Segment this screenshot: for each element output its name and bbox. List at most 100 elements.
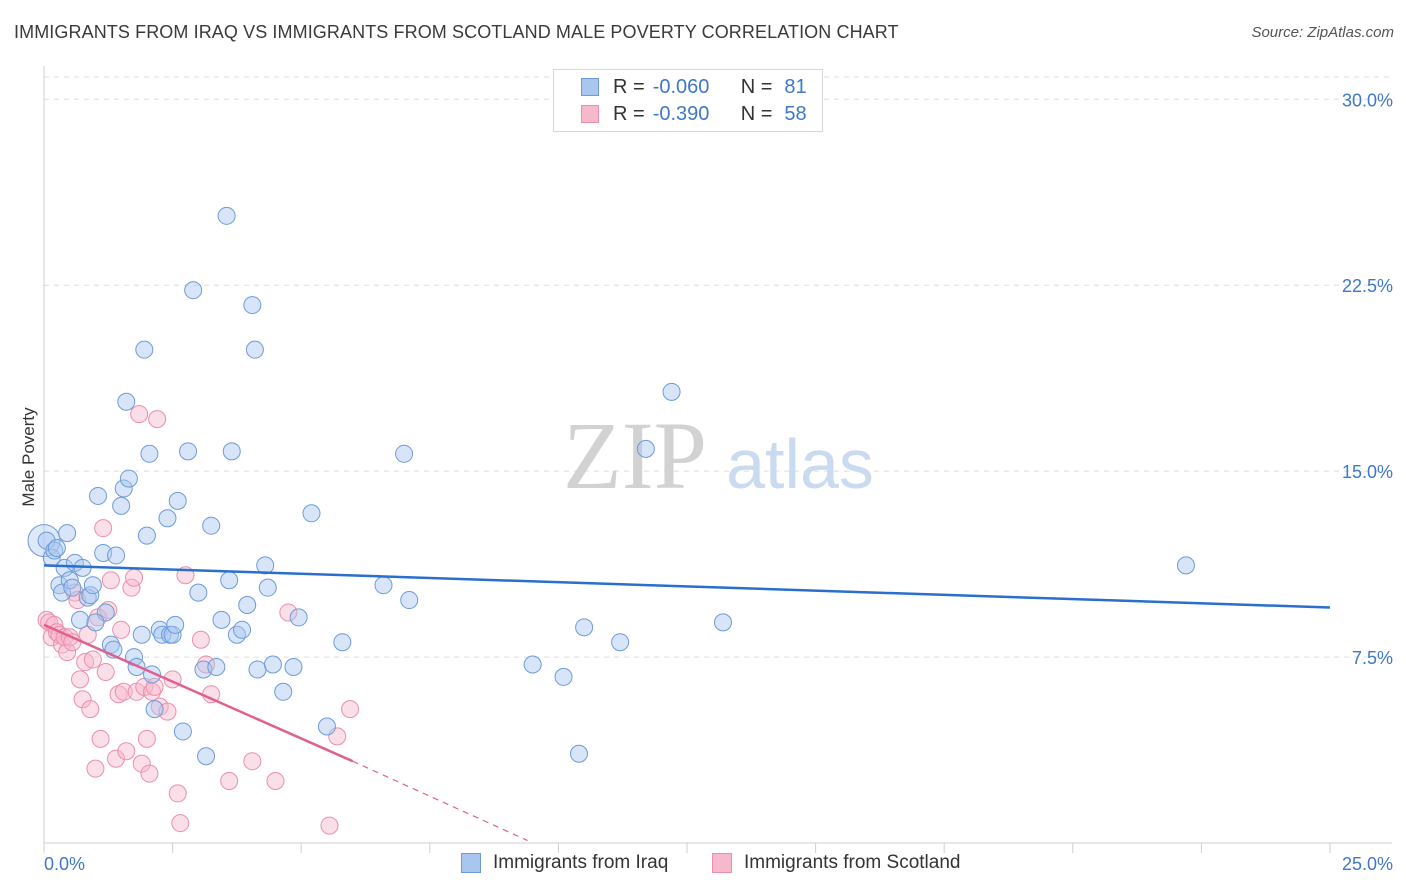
iraq-point <box>569 744 588 763</box>
iraq-points <box>27 206 1195 766</box>
scotland-point <box>197 655 216 674</box>
iraq-point <box>233 620 252 639</box>
iraq-point <box>132 625 151 644</box>
y-tick-label: 15.0% <box>1342 462 1393 482</box>
scotland-point <box>341 700 360 719</box>
iraq-point <box>554 667 573 686</box>
scotland-point <box>171 814 190 833</box>
legend-item-scotland[interactable]: Immigrants from Scotland <box>712 852 960 874</box>
watermark-atlas: atlas <box>726 425 874 503</box>
x-tick-label: 0.0% <box>44 854 85 874</box>
legend-row-iraq: R = -0.060 N = 81 <box>554 74 807 100</box>
iraq-point <box>58 524 77 543</box>
iraq-point <box>207 657 226 676</box>
iraq-legend-swatch <box>461 853 481 873</box>
iraq-point <box>302 504 321 523</box>
iraq-point <box>238 596 257 615</box>
iraq-point <box>227 625 246 644</box>
trend-lines <box>43 564 1331 842</box>
scotland-point <box>71 670 90 689</box>
iraq-point <box>168 491 187 510</box>
iraq-point <box>217 206 236 225</box>
scotland-point <box>101 571 120 590</box>
iraq-point <box>179 442 198 461</box>
scotland-point <box>320 816 339 835</box>
iraq-point <box>662 382 681 401</box>
iraq-point <box>107 546 126 565</box>
scotland-point <box>148 410 167 429</box>
scotland-point <box>40 613 59 632</box>
scotland-point <box>114 682 133 701</box>
iraq-trend-line <box>43 564 1331 609</box>
iraq-point <box>523 655 542 674</box>
iraq-legend-label: Immigrants from Iraq <box>493 852 669 873</box>
scotland-point <box>58 643 77 662</box>
scotland-point <box>125 568 144 587</box>
iraq-point <box>71 610 90 629</box>
iraq-point <box>145 700 164 719</box>
scotland-point <box>137 729 156 748</box>
scotland-point <box>109 685 128 704</box>
iraq-point <box>220 571 239 590</box>
scotland-legend-label: Immigrants from Scotland <box>744 852 961 873</box>
iraq-point <box>135 340 154 359</box>
iraq-point <box>137 526 156 545</box>
iraq-point <box>47 539 66 558</box>
iraq-point <box>395 444 414 463</box>
iraq-point <box>89 486 108 505</box>
iraq-point <box>60 571 79 590</box>
iraq-point <box>153 625 172 644</box>
scotland-swatch <box>581 105 599 123</box>
scotland-point <box>130 405 149 424</box>
scotland-n-label: N = <box>740 102 773 125</box>
iraq-point <box>37 531 56 550</box>
iraq-point <box>636 439 655 458</box>
scotland-point <box>266 772 285 791</box>
scotland-point <box>117 742 136 761</box>
scotland-legend-swatch <box>712 853 732 873</box>
scotland-r-label: R = <box>613 102 645 125</box>
iraq-point <box>263 655 282 674</box>
x-tick-label: 25.0% <box>1342 854 1393 874</box>
legend-item-iraq[interactable]: Immigrants from Iraq <box>461 852 668 874</box>
scotland-point <box>96 662 115 681</box>
iraq-point <box>119 469 138 488</box>
tick-labels: 7.5% 15.0% 22.5% 30.0% 0.0% 25.0% <box>44 90 1393 874</box>
iraq-point <box>140 444 159 463</box>
iraq-point <box>117 392 136 411</box>
scotland-point <box>140 764 159 783</box>
scotland-point <box>112 620 131 639</box>
iraq-point <box>166 615 185 634</box>
iraq-point <box>611 633 630 652</box>
scotland-point <box>94 519 113 538</box>
scotland-point <box>220 772 239 791</box>
iraq-point <box>248 660 267 679</box>
scotland-point <box>132 754 151 773</box>
y-tick-label: 30.0% <box>1342 90 1393 110</box>
iraq-point <box>63 578 82 597</box>
watermark: ZIP atlas <box>563 402 874 509</box>
scotland-point <box>168 784 187 803</box>
scotland-r-value: -0.390 <box>652 102 710 125</box>
iraq-point <box>714 613 733 632</box>
iraq-point <box>173 722 192 741</box>
scotland-trend-extension <box>352 760 528 842</box>
iraq-swatch <box>581 78 599 96</box>
y-tick-label: 7.5% <box>1352 648 1393 668</box>
scotland-point <box>86 759 105 778</box>
iraq-point <box>400 591 419 610</box>
axes <box>43 66 1392 853</box>
iraq-point <box>274 682 293 701</box>
iraq-point <box>289 608 308 627</box>
iraq-point <box>212 610 231 629</box>
scotland-trend-line <box>43 623 354 763</box>
iraq-point <box>284 657 303 676</box>
iraq-point <box>112 496 131 515</box>
scotland-point <box>243 752 262 771</box>
iraq-point <box>374 576 393 595</box>
iraq-point <box>333 633 352 652</box>
scotland-point <box>191 630 210 649</box>
scotland-point <box>73 690 92 709</box>
legend-row-scotland: R = -0.390 N = 58 <box>554 101 807 127</box>
